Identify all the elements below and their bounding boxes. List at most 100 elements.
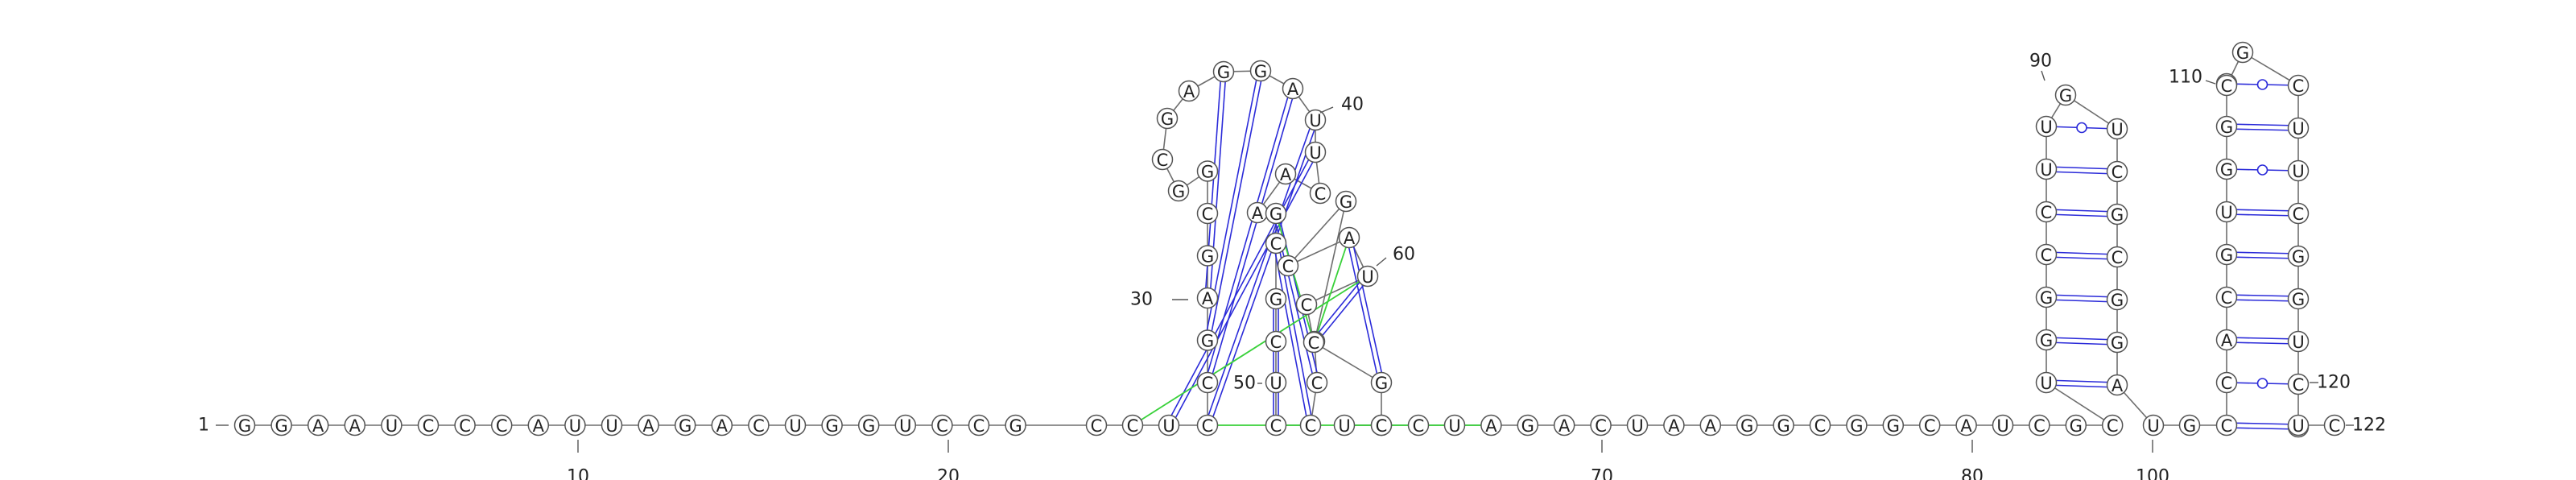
nucleotide-circle <box>1196 287 1219 309</box>
nucleotide: G <box>1005 414 1026 437</box>
nucleotide-circle <box>1773 414 1794 437</box>
position-number: 120 <box>2317 373 2351 393</box>
nucleotide: A <box>1196 287 1219 309</box>
nucleotide-circle <box>968 414 990 437</box>
nucleotide-circle <box>1121 414 1144 437</box>
nucleotide-circle <box>1846 414 1868 437</box>
nucleotide-letter: U <box>1338 416 1350 436</box>
position-label: 70 <box>1591 440 1613 480</box>
nucleotide-letter: G <box>2292 290 2305 309</box>
nucleotide: G <box>2106 288 2128 311</box>
nucleotide: C <box>2106 160 2128 183</box>
nucleotide-circle <box>1356 265 1379 288</box>
nucleotide-letter: C <box>936 416 948 436</box>
position-label: 20 <box>937 440 960 480</box>
nucleotide-letter: G <box>2111 205 2124 225</box>
nucleotide: U <box>1158 414 1180 437</box>
nucleotide: A <box>1955 414 1977 437</box>
nucleotide-letter: U <box>1269 374 1282 393</box>
nucleotide: C <box>1295 293 1318 316</box>
wc-pair-line <box>2227 422 2299 425</box>
nucleotide-circle <box>2287 202 2310 225</box>
nucleotide: U <box>1265 371 1287 394</box>
wc-pair-line <box>2226 256 2298 259</box>
nucleotide: G <box>1736 414 1758 437</box>
nucleotide-circle <box>857 414 880 437</box>
nucleotide-circle <box>2215 371 2238 394</box>
nucleotide: C <box>748 414 770 437</box>
wc-pair-line <box>2046 294 2118 298</box>
nucleotide: C <box>1277 254 1299 277</box>
nucleotide-letter: A <box>1287 80 1299 99</box>
wc-pair-line <box>1209 89 1296 384</box>
gu-pair-dot <box>2256 79 2268 90</box>
nucleotide: G <box>821 414 843 437</box>
nucleotide-circle <box>1333 414 1356 437</box>
nucleotide: G <box>2178 414 2201 437</box>
position-tick <box>1376 257 1387 267</box>
nucleotide: C <box>1302 331 1325 354</box>
nucleotide-circle <box>2287 245 2310 267</box>
nucleotide-circle <box>1882 414 1905 437</box>
nucleotide-circle <box>1085 414 1108 437</box>
nucleotide: G <box>2215 115 2238 138</box>
position-number: 10 <box>567 467 589 480</box>
nucleotide-circle <box>1249 60 1272 82</box>
nucleotide-letter: G <box>2040 331 2053 350</box>
nucleotide-letter: C <box>2221 77 2233 96</box>
nucleotide: G <box>2035 329 2058 351</box>
nucleotide-circle <box>1212 60 1235 83</box>
nucleotide: C <box>1306 371 1328 394</box>
nucleotide-circle <box>1302 331 1325 354</box>
nucleotide-letter: C <box>2112 163 2124 182</box>
nucleotide: G <box>1196 160 1219 182</box>
nucleotide: U <box>1443 414 1466 437</box>
nucleotide: U <box>2215 201 2238 223</box>
nucleotide-circle <box>2101 414 2124 437</box>
nucleotide-letter: C <box>2033 416 2046 436</box>
nucleotide-letter: C <box>1282 257 1294 276</box>
nucleotide-circle <box>2035 201 2058 223</box>
nucleotide-circle <box>1196 329 1219 351</box>
nucleotide: G <box>1773 414 1794 437</box>
nucleotide: U <box>2035 158 2058 180</box>
nucleotide: C <box>490 414 513 437</box>
nucleotide-circle <box>454 414 476 437</box>
wc-pair-line <box>1209 71 1264 341</box>
position-number: 110 <box>2169 68 2202 88</box>
nucleotide: U <box>2287 330 2310 353</box>
nucleotide-circle <box>2106 331 2128 354</box>
nucleotide: A <box>1553 414 1575 437</box>
nucleotide-circle <box>748 414 770 437</box>
nucleotide-circle <box>1282 77 1304 100</box>
nucleotide-letter: A <box>1558 416 1571 436</box>
position-label: 1 <box>198 416 229 436</box>
wc-pair-line <box>2226 213 2298 217</box>
nucleotide: A <box>307 414 329 437</box>
nucleotide: G <box>1196 329 1219 351</box>
nucleotide-circle <box>1335 190 1357 213</box>
nucleotide-letter: G <box>2111 291 2124 310</box>
nucleotide-circle <box>2035 371 2058 394</box>
nucleotide: C <box>1121 414 1144 437</box>
nucleotide-letter: G <box>1269 290 1282 309</box>
wc-pair-line <box>2226 427 2298 430</box>
nucleotide-letter: A <box>642 416 654 436</box>
nucleotide-letter: G <box>2070 416 2083 436</box>
base-pairs <box>1166 70 2299 430</box>
nucleotide-circle <box>601 414 623 437</box>
nucleotide: C <box>2287 74 2310 97</box>
wc-pair-line <box>2227 337 2299 340</box>
nucleotide: G <box>857 414 880 437</box>
nucleotide: G <box>233 414 256 437</box>
nucleotide: G <box>1167 180 1190 202</box>
nucleotide-letter: U <box>2111 120 2123 139</box>
nucleotide-circle <box>381 414 402 437</box>
nucleotide-letter: C <box>1301 296 1313 315</box>
nucleotide: A <box>1338 226 1360 249</box>
nucleotide-circle <box>2287 117 2310 139</box>
nucleotide-circle <box>2054 84 2077 106</box>
nucleotide-circle <box>2287 159 2310 182</box>
nucleotide-letter: C <box>1305 416 1317 436</box>
gu-pair-dot <box>2076 122 2087 134</box>
